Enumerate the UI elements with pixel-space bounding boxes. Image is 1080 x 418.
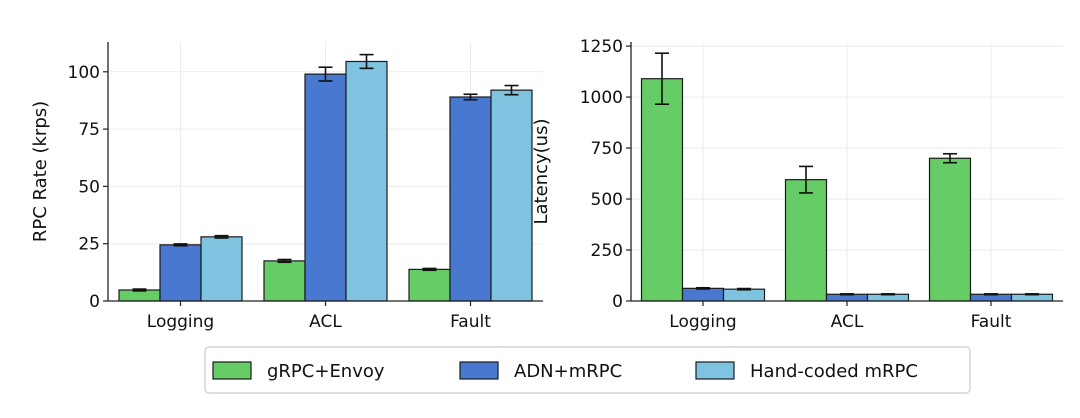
bar [681,287,725,302]
y-tick-label: 75 [78,120,100,140]
bar [722,288,766,302]
legend-label: Hand-coded mRPC [750,361,918,382]
x-tick-label: Logging [147,312,214,332]
bar [263,260,306,302]
rpc-rate-chart: 0 25 50 75 100 Logging ACL Fault RPC Rate (krps) [30,42,543,332]
bar [928,157,972,302]
bar [408,268,451,302]
x-tick-label: ACL [831,312,864,332]
y-tick-label: 1000 [580,88,623,108]
legend-label: ADN+mRPC [514,361,622,382]
x-tick-label: Logging [669,312,736,332]
y-tick-label: 50 [78,177,100,197]
bar [200,236,243,302]
y-axis-title: RPC Rate (krps) [30,101,51,242]
y-tick-label: 750 [591,139,623,159]
x-tick-label: ACL [309,312,342,332]
x-tick-label: Fault [971,312,1012,332]
legend-swatch [212,361,252,380]
y-tick-label: 500 [591,190,623,210]
y-tick-label: 0 [89,292,100,312]
y-tick-label: 250 [591,241,623,261]
latency-chart: 0 250 500 750 1000 1250 Logging ACL Fault Latency… [531,37,1063,332]
bar [345,60,388,302]
legend-frame [204,346,971,394]
bar [640,78,684,302]
legend-swatch [695,361,735,380]
y-axis-title: Latency(us) [531,119,552,225]
x-tick-label: Fault [450,312,491,332]
bar [490,89,533,302]
legend: gRPC+Envoy ADN+mRPC Hand-coded mRPC [204,346,971,394]
legend-label: gRPC+Envoy [267,361,385,382]
bar [449,96,492,302]
legend-swatch [459,361,499,380]
bar [304,73,347,302]
y-tick-label: 25 [78,235,100,255]
y-tick-label: 100 [68,63,100,83]
bar [784,179,828,302]
y-tick-label: 1250 [580,37,623,57]
y-tick-label: 0 [612,292,623,312]
bar [159,244,202,302]
